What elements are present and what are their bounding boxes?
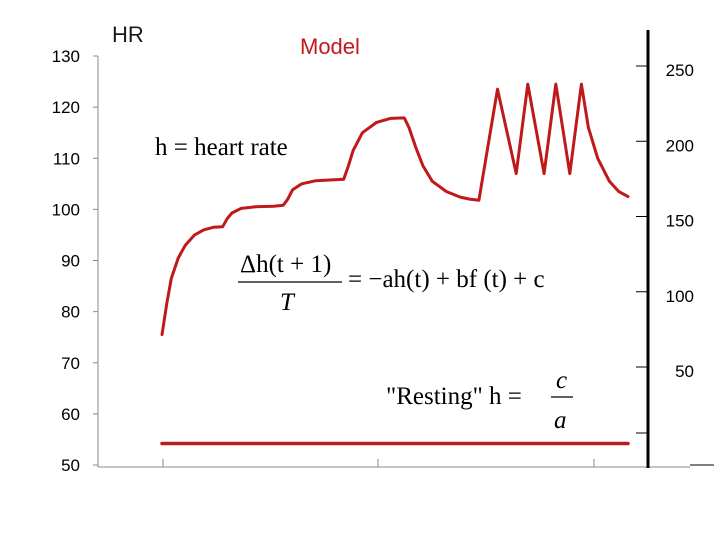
right-tick-label: 150	[666, 212, 694, 231]
left-tick-label: 80	[61, 303, 80, 322]
left-tick-label: 100	[52, 200, 80, 219]
resting-label: "Resting" h =	[386, 383, 522, 410]
series-label-model: Model	[300, 34, 360, 59]
model-equation: Δh(t + 1) T = −ah(t) + bf (t) + c	[238, 251, 545, 316]
resting-equation: "Resting" h = c a	[386, 367, 573, 434]
resting-denominator: a	[554, 407, 567, 434]
left-axis-label: HR	[112, 22, 144, 47]
resting-numerator: c	[556, 367, 567, 394]
right-tick-label: 50	[675, 362, 694, 381]
right-tick-label: 200	[666, 136, 694, 155]
heart-rate-line	[160, 82, 630, 337]
left-tick-label: 110	[53, 149, 80, 168]
equation-denominator: T	[280, 289, 296, 316]
left-axis-ticks: 130 120 110 100 90 80 70 60 50	[52, 47, 98, 475]
right-tick-label: 250	[666, 61, 694, 80]
equation-numerator: Δh(t + 1)	[240, 251, 331, 278]
equation-rhs: = −ah(t) + bf (t) + c	[348, 266, 545, 293]
left-tick-label: 90	[61, 252, 80, 271]
left-tick-label: 60	[61, 405, 80, 424]
left-tick-label: 120	[52, 98, 80, 117]
left-tick-label: 130	[52, 47, 80, 66]
series-layer	[160, 82, 630, 446]
definition-text: h = heart rate	[155, 134, 288, 161]
left-tick-label: 70	[61, 354, 80, 373]
right-tick-label: 100	[666, 287, 694, 306]
left-tick-label: 50	[61, 456, 80, 475]
right-axis-ticks: 250 200 150 100 50	[636, 61, 714, 466]
